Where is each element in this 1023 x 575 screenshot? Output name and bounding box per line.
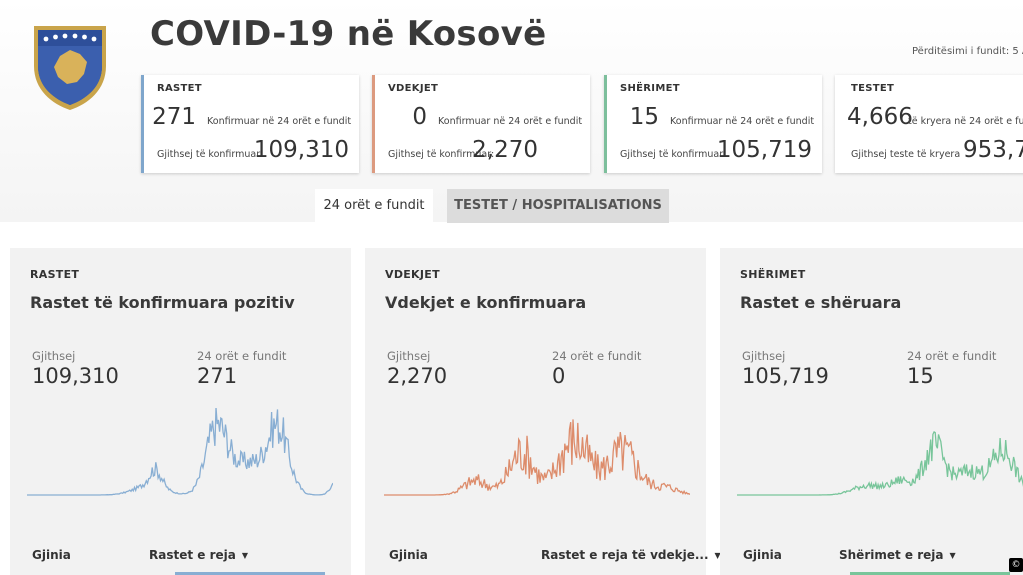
dropdown-label: Shërimet e reja (839, 548, 944, 562)
stat-total-value: 2,270 (472, 137, 538, 163)
panel-label: SHËRIMET (740, 268, 806, 281)
stat-24h-description: Konfirmuar në 24 orët e fundit (207, 116, 352, 127)
panel-total-value: 109,310 (32, 364, 119, 388)
panel-24h-label: 24 orët e fundit (197, 349, 287, 363)
sparkline-path (27, 408, 333, 496)
card-accent (604, 75, 607, 173)
panel-title: Vdekjet e konfirmuara (385, 293, 587, 312)
new-deaths-dropdown[interactable]: Rastet e reja të vdekje... ▼ (541, 548, 721, 562)
panel-24h-label: 24 orët e fundit (907, 349, 997, 363)
stat-24h-description: Konfirmuar në 24 orët e fundit (670, 116, 815, 127)
stat-label: SHËRIMET (620, 83, 680, 94)
stat-card-recoveries: SHËRIMET 15 Konfirmuar në 24 orët e fund… (604, 75, 822, 173)
tab-tests-hospitalisations[interactable]: TESTET / HOSPITALISATIONS (447, 189, 669, 223)
panel-total-label: Gjithsej (742, 349, 786, 363)
sparkline-path (737, 431, 1023, 496)
recoveries-sparkline (737, 431, 1023, 496)
gender-heading: Gjinia (32, 548, 71, 562)
gender-bar (175, 572, 325, 575)
stat-24h-value: 15 (629, 104, 659, 130)
stat-24h-value: 0 (412, 104, 427, 130)
card-accent (141, 75, 144, 173)
copyright-badge: © (1009, 558, 1023, 572)
panel-total-label: Gjithsej (387, 349, 431, 363)
gender-heading: Gjinia (389, 548, 428, 562)
stat-24h-value: 4,666 (847, 104, 913, 130)
panel-recoveries: SHËRIMET Rastet e shëruara Gjithsej 105,… (720, 248, 1023, 575)
gender-bar (850, 572, 1010, 575)
dropdown-label: Rastet e reja (149, 548, 236, 562)
tab-last-24-hours[interactable]: 24 orët e fundit (315, 189, 433, 223)
panel-label: VDEKJET (385, 268, 440, 281)
gender-heading: Gjinia (743, 548, 782, 562)
caret-down-icon: ▼ (241, 551, 249, 560)
stat-label: RASTET (157, 83, 202, 94)
last-updated-text: Përditësimi i fundit: 5 Au (912, 46, 1023, 57)
stat-total-value: 105,719 (716, 137, 812, 163)
kosovo-emblem-icon (34, 26, 106, 110)
stat-24h-description: Konfirmuar në 24 orët e fundit (438, 116, 583, 127)
panel-title: Rastet e shëruara (740, 293, 902, 312)
stat-card-cases: RASTET 271 Konfirmuar në 24 orët e fundi… (141, 75, 359, 173)
panel-deaths: VDEKJET Vdekjet e konfirmuara Gjithsej 2… (365, 248, 721, 575)
panel-total-label: Gjithsej (32, 349, 76, 363)
panel-total-value: 2,270 (387, 364, 448, 388)
caret-down-icon: ▼ (949, 551, 956, 560)
new-recoveries-dropdown[interactable]: Shërimet e reja ▼ (839, 548, 956, 562)
panel-total-value: 105,719 (742, 364, 829, 388)
panel-24h-value: 15 (907, 364, 934, 388)
deaths-sparkline (384, 419, 690, 496)
page-title: COVID-19 në Kosovë (150, 14, 547, 54)
stat-total-label: Gjithsej teste të kryera (851, 149, 961, 160)
panel-24h-label: 24 orët e fundit (552, 349, 642, 363)
stat-label: VDEKJET (388, 83, 439, 94)
stat-24h-description: të kryera në 24 orët e fundit (908, 116, 1023, 127)
stat-total-label: Gjithsej të konfirmuar: (388, 149, 495, 160)
panel-label: RASTET (30, 268, 80, 281)
panel-24h-value: 0 (552, 364, 566, 388)
stat-label: TESTET (851, 83, 895, 94)
card-accent (372, 75, 375, 173)
stat-card-deaths: VDEKJET 0 Konfirmuar në 24 orët e fundit… (372, 75, 590, 173)
stat-total-label: Gjithsej të konfirmuar: (157, 149, 264, 160)
cases-sparkline (27, 408, 333, 496)
sparkline-path (384, 419, 690, 496)
panel-title: Rastet të konfirmuara pozitiv (30, 293, 295, 312)
new-cases-dropdown[interactable]: Rastet e reja ▼ (149, 548, 248, 562)
stat-total-value: 953,79 (963, 137, 1023, 163)
stat-24h-value: 271 (152, 104, 196, 130)
panel-cases: RASTET Rastet të konfirmuara pozitiv Gji… (10, 248, 351, 575)
stat-total-value: 109,310 (253, 137, 349, 163)
stat-card-tests: TESTET 4,666 të kryera në 24 orët e fund… (835, 75, 1023, 173)
stat-total-label: Gjithsej të konfirmuar: (620, 149, 727, 160)
caret-down-icon: ▼ (714, 551, 721, 560)
dropdown-label: Rastet e reja të vdekje... (541, 548, 709, 562)
panel-24h-value: 271 (197, 364, 238, 388)
